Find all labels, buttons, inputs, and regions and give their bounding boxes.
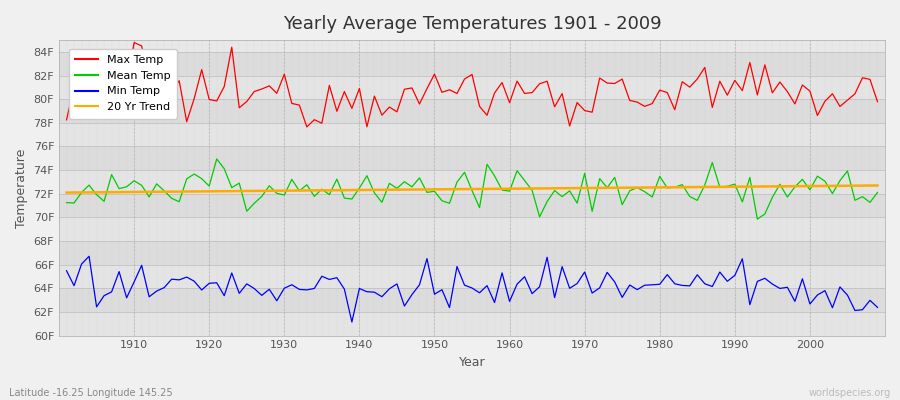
Text: worldspecies.org: worldspecies.org — [809, 388, 891, 398]
Bar — [59, 265, 885, 288]
Bar — [59, 146, 885, 170]
Bar — [59, 123, 885, 146]
Y-axis label: Temperature: Temperature — [15, 148, 28, 228]
Bar — [59, 76, 885, 99]
Bar — [59, 312, 885, 336]
Title: Yearly Average Temperatures 1901 - 2009: Yearly Average Temperatures 1901 - 2009 — [283, 15, 662, 33]
Bar — [59, 99, 885, 123]
X-axis label: Year: Year — [459, 356, 485, 369]
Legend: Max Temp, Mean Temp, Min Temp, 20 Yr Trend: Max Temp, Mean Temp, Min Temp, 20 Yr Tre… — [68, 49, 176, 119]
Bar — [59, 217, 885, 241]
Text: Latitude -16.25 Longitude 145.25: Latitude -16.25 Longitude 145.25 — [9, 388, 173, 398]
Bar — [59, 170, 885, 194]
Bar — [59, 194, 885, 217]
Bar — [59, 288, 885, 312]
Bar — [59, 241, 885, 265]
Bar — [59, 52, 885, 76]
